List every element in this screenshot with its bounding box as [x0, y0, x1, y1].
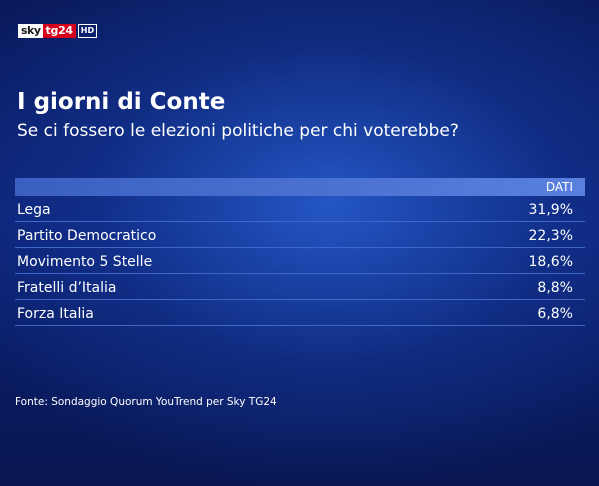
- chart-title: I giorni di Conte: [17, 89, 226, 115]
- party-name: Lega: [17, 202, 51, 218]
- table-row: Fratelli d’Italia 8,8%: [15, 274, 585, 300]
- source-note: Fonte: Sondaggio Quorum YouTrend per Sky…: [15, 396, 277, 408]
- table-body: Lega 31,9% Partito Democratico 22,3% Movimen…: [15, 196, 585, 326]
- party-value: 6,8%: [537, 306, 573, 322]
- table-row: Lega 31,9%: [15, 196, 585, 222]
- party-name: Fratelli d’Italia: [17, 280, 117, 296]
- logo-hd-badge: HD: [77, 24, 98, 38]
- sky-tg24-logo: sky tg24 HD: [18, 24, 98, 38]
- poll-table: DATI Lega 31,9% Partito Democratico 22,3% Mo…: [15, 178, 585, 326]
- party-name: Forza Italia: [17, 306, 94, 322]
- party-name: Partito Democratico: [17, 228, 157, 244]
- party-value: 8,8%: [537, 280, 573, 296]
- party-value: 18,6%: [528, 254, 573, 270]
- party-value: 22,3%: [528, 228, 573, 244]
- table-header: DATI: [15, 178, 585, 196]
- chart-subtitle: Se ci fossero le elezioni politiche per …: [17, 121, 459, 141]
- logo-sky: sky: [18, 24, 43, 38]
- logo-tg24: tg24: [42, 24, 76, 38]
- table-row: Movimento 5 Stelle 18,6%: [15, 248, 585, 274]
- party-value: 31,9%: [528, 202, 573, 218]
- party-name: Movimento 5 Stelle: [17, 254, 153, 270]
- table-row: Forza Italia 6,8%: [15, 300, 585, 326]
- table-row: Partito Democratico 22,3%: [15, 222, 585, 248]
- column-header-dati: DATI: [545, 180, 573, 194]
